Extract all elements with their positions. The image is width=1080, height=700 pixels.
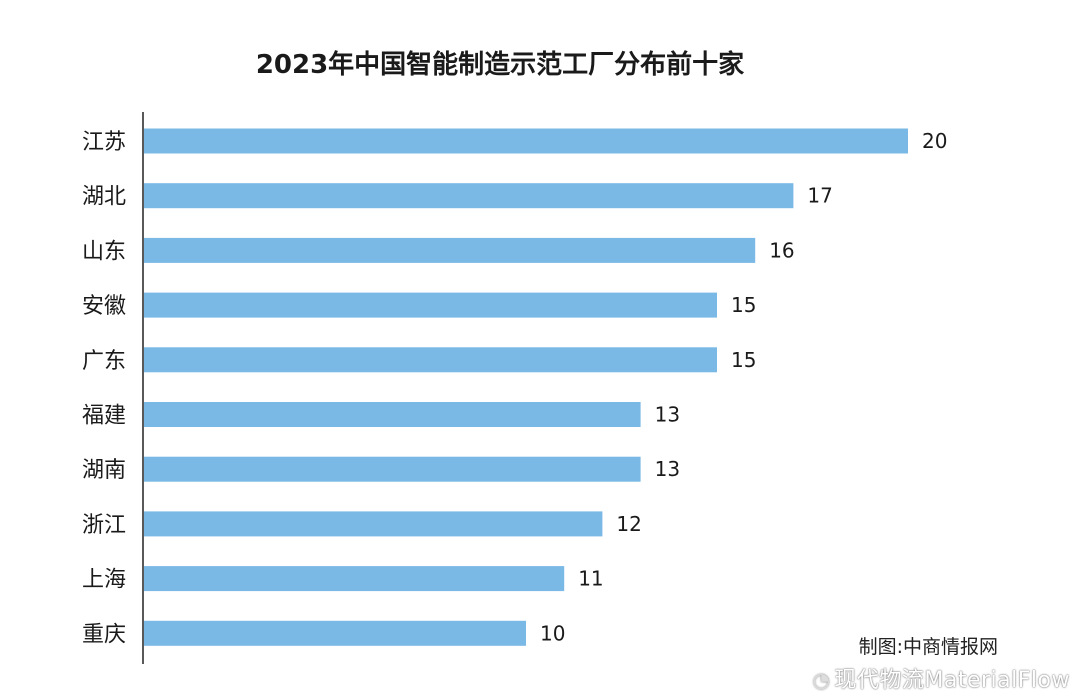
chart-title: 2023年中国智能制造示范工厂分布前十家 [255,50,745,80]
bar [144,511,603,537]
category-label: 山东 [82,239,126,264]
watermark-text: 现代物流MaterialFlow [834,668,1070,693]
category-label: 浙江 [82,513,126,538]
data-label: 16 [769,238,794,262]
watermark: ◔ 现代物流MaterialFlow [812,662,1070,694]
data-label: 15 [731,293,756,317]
weibo-icon: ◔ [812,668,831,692]
bar [144,620,526,646]
category-label: 广东 [82,349,126,374]
category-label: 福建 [82,404,126,429]
category-label: 湖南 [82,458,126,483]
bar [144,402,641,427]
bar [144,237,756,263]
bar [144,183,794,209]
category-label: 重庆 [82,622,126,647]
data-label: 13 [655,457,680,481]
category-label: 安徽 [82,294,126,319]
data-label: 12 [616,512,641,536]
source-note: 制图:中商情报网 [858,636,998,658]
bar [144,566,565,592]
data-label: 15 [731,348,756,372]
bar [144,292,717,318]
category-label: 江苏 [82,130,126,155]
category-label: 湖北 [82,185,126,210]
bar [144,456,641,482]
bar [144,347,717,373]
data-label: 17 [807,184,832,208]
data-label: 13 [655,403,680,427]
data-label: 11 [578,567,603,591]
data-label: 20 [922,129,947,153]
data-label: 10 [540,621,565,645]
bar [144,128,908,154]
category-label: 上海 [82,568,126,593]
